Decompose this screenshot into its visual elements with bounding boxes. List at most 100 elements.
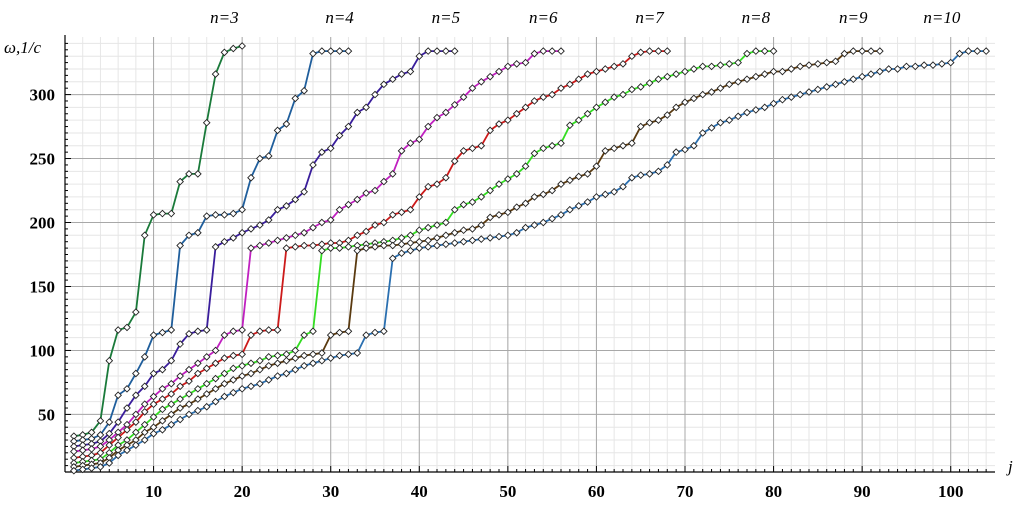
data-point — [264, 216, 273, 224]
data-point — [176, 395, 184, 403]
data-point — [769, 67, 778, 76]
data-point — [512, 228, 521, 237]
data-point — [681, 98, 689, 107]
data-point — [238, 326, 246, 334]
data-point — [636, 171, 645, 180]
data-point — [840, 49, 849, 58]
data-point — [415, 193, 424, 201]
data-point — [158, 395, 167, 403]
data-point — [380, 177, 388, 186]
data-point — [70, 466, 78, 475]
data-point — [477, 141, 486, 150]
series-n-4 — [70, 47, 353, 446]
data-point — [477, 193, 486, 201]
series-line — [73, 50, 561, 453]
data-point — [185, 231, 193, 240]
data-point — [211, 346, 220, 355]
data-point — [495, 180, 503, 188]
data-point — [557, 211, 565, 219]
data-point — [96, 463, 105, 471]
data-point — [123, 323, 131, 332]
data-point — [433, 234, 441, 242]
data-point — [442, 218, 450, 227]
data-point — [78, 465, 87, 474]
data-point — [300, 331, 308, 339]
data-point — [132, 391, 140, 400]
data-point — [805, 61, 813, 69]
data-point — [920, 61, 928, 69]
data-point — [433, 113, 441, 122]
data-point — [902, 62, 911, 71]
data-point — [521, 223, 530, 232]
data-point — [397, 240, 406, 249]
series-label: n=7 — [635, 8, 665, 27]
data-point — [672, 70, 680, 78]
data-point — [734, 77, 742, 86]
data-point — [158, 416, 167, 425]
data-point — [256, 327, 264, 336]
y-tick-label: 300 — [30, 86, 56, 105]
data-point — [176, 340, 184, 348]
data-point — [486, 213, 494, 222]
data-point — [636, 48, 645, 57]
data-point — [698, 62, 707, 71]
data-point — [149, 369, 158, 378]
data-point — [610, 187, 618, 196]
data-point — [335, 244, 344, 252]
data-point — [752, 106, 760, 114]
data-point — [442, 240, 450, 249]
series-label: n=3 — [210, 8, 238, 27]
data-point — [167, 209, 176, 218]
data-point — [140, 353, 149, 361]
data-point — [858, 47, 866, 55]
data-point — [220, 237, 229, 246]
series-label: n=9 — [839, 8, 868, 27]
data-point — [645, 47, 654, 55]
data-point — [964, 47, 973, 55]
data-point — [211, 70, 220, 78]
data-point — [247, 244, 255, 252]
data-point — [318, 218, 326, 227]
data-point — [397, 249, 406, 258]
data-point — [140, 408, 149, 416]
data-point — [521, 162, 530, 171]
data-point — [397, 70, 406, 78]
data-point — [849, 47, 858, 55]
data-point — [690, 141, 698, 150]
data-point — [194, 395, 202, 403]
data-point — [468, 144, 477, 153]
data-point — [158, 405, 167, 414]
data-point — [335, 47, 344, 55]
data-point — [388, 170, 397, 178]
data-point — [406, 67, 415, 76]
data-point — [601, 147, 610, 155]
data-point — [202, 364, 211, 373]
data-point — [893, 65, 902, 73]
data-point — [539, 190, 548, 199]
data-point — [309, 161, 317, 169]
data-point — [867, 47, 875, 55]
data-point — [566, 121, 574, 130]
data-point — [566, 80, 574, 89]
data-point — [256, 365, 264, 374]
data-point — [176, 241, 184, 250]
data-point — [264, 376, 273, 384]
data-point — [273, 205, 282, 214]
data-point — [309, 49, 317, 58]
data-point — [397, 208, 406, 217]
data-point — [814, 60, 822, 68]
data-point — [424, 236, 432, 245]
data-point — [123, 425, 131, 434]
data-point — [566, 176, 574, 185]
data-point — [264, 326, 273, 334]
data-point — [114, 326, 122, 334]
data-point — [504, 231, 512, 240]
data-point — [459, 93, 468, 101]
data-point — [433, 241, 441, 250]
data-point — [291, 354, 300, 362]
data-point — [273, 326, 282, 334]
data-point — [96, 416, 105, 425]
data-point — [628, 52, 636, 61]
data-point — [300, 228, 308, 237]
